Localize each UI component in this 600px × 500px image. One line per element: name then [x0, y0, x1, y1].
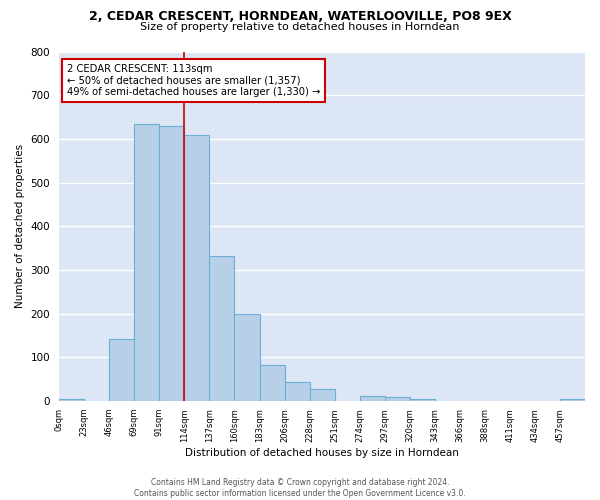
Bar [235, 314, 260, 401]
Y-axis label: Number of detached properties: Number of detached properties [15, 144, 25, 308]
Bar [284, 382, 310, 401]
Bar [260, 365, 284, 401]
Bar [410, 399, 435, 401]
Bar [385, 396, 410, 401]
Text: Contains HM Land Registry data © Crown copyright and database right 2024.
Contai: Contains HM Land Registry data © Crown c… [134, 478, 466, 498]
Bar [109, 339, 134, 401]
Bar [310, 389, 335, 401]
Text: Size of property relative to detached houses in Horndean: Size of property relative to detached ho… [140, 22, 460, 32]
Bar [160, 126, 184, 401]
Bar [359, 396, 385, 401]
Text: 2 CEDAR CRESCENT: 113sqm
← 50% of detached houses are smaller (1,357)
49% of sem: 2 CEDAR CRESCENT: 113sqm ← 50% of detach… [67, 64, 320, 97]
Text: 2, CEDAR CRESCENT, HORNDEAN, WATERLOOVILLE, PO8 9EX: 2, CEDAR CRESCENT, HORNDEAN, WATERLOOVIL… [89, 10, 511, 23]
Bar [184, 134, 209, 401]
X-axis label: Distribution of detached houses by size in Horndean: Distribution of detached houses by size … [185, 448, 459, 458]
Bar [134, 124, 160, 401]
Bar [59, 399, 84, 401]
Bar [209, 256, 235, 401]
Bar [560, 399, 585, 401]
